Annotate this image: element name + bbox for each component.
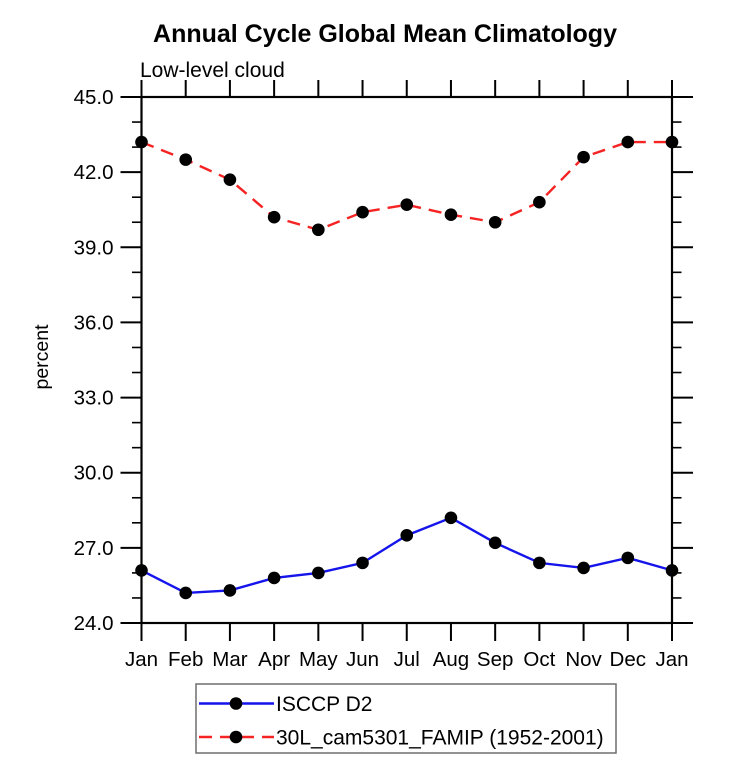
data-point-isccp-d2	[356, 556, 369, 570]
data-point-30l-cam5301-famip-1952-2001	[488, 215, 502, 229]
data-point-30l-cam5301-famip-1952-2001	[179, 153, 193, 166]
x-axis-tick-label: Mar	[212, 648, 247, 671]
plot-frame	[140, 95, 674, 625]
x-axis-tick-label: Oct	[523, 648, 555, 671]
legend-marker-isccp-d2	[229, 697, 243, 710]
series-line-30l-cam5301-famip-1952-2001	[141, 140, 672, 232]
x-axis-tick-label: Jan	[125, 648, 158, 671]
x-axis-tick-label: Jul	[394, 648, 420, 671]
data-point-30l-cam5301-famip-1952-2001	[356, 205, 369, 219]
data-point-isccp-d2	[444, 511, 458, 525]
data-point-30l-cam5301-famip-1952-2001	[312, 223, 325, 237]
x-axis-tick-label: Nov	[565, 648, 602, 671]
data-point-30l-cam5301-famip-1952-2001	[665, 135, 679, 149]
legend-label-30l-cam5301-famip-1952-2001: 30L_cam5301_FAMIP (1952-2001)	[276, 727, 604, 750]
legend-marker-30l-cam5301-famip-1952-2001	[229, 730, 243, 744]
data-point-isccp-d2	[135, 564, 148, 577]
x-axis-tick-label: Jan	[655, 648, 688, 671]
data-point-isccp-d2	[533, 556, 546, 570]
x-axis-tick-label: Feb	[168, 648, 203, 671]
y-axis-tick-label: 36.0	[74, 311, 114, 334]
y-axis-tick-label: 30.0	[74, 462, 114, 485]
legend-box	[195, 683, 617, 754]
data-point-30l-cam5301-famip-1952-2001	[621, 135, 635, 149]
data-point-isccp-d2	[621, 551, 635, 565]
data-point-isccp-d2	[267, 571, 281, 585]
chart-title: Annual Cycle Global Mean Climatology	[153, 20, 617, 48]
data-point-isccp-d2	[488, 536, 502, 550]
data-point-30l-cam5301-famip-1952-2001	[267, 210, 281, 224]
data-point-30l-cam5301-famip-1952-2001	[444, 208, 458, 222]
chart-subtitle: Low-level cloud	[140, 59, 285, 82]
y-axis-tick-label: 27.0	[74, 537, 114, 560]
data-point-isccp-d2	[400, 529, 414, 542]
data-point-30l-cam5301-famip-1952-2001	[533, 195, 546, 209]
data-point-30l-cam5301-famip-1952-2001	[400, 198, 414, 212]
x-axis-tick-label: Dec	[610, 648, 646, 671]
legend-label-isccp-d2: ISCCP D2	[276, 693, 372, 716]
x-axis-tick-label: Aug	[433, 648, 469, 671]
y-axis-tick-label: 42.0	[74, 161, 114, 184]
y-axis-tick-label: 24.0	[74, 612, 114, 635]
data-point-isccp-d2	[665, 564, 679, 577]
data-point-isccp-d2	[577, 561, 590, 575]
data-point-isccp-d2	[312, 566, 325, 580]
data-point-isccp-d2	[223, 584, 237, 597]
data-point-30l-cam5301-famip-1952-2001	[577, 150, 590, 164]
y-axis-tick-label: 39.0	[74, 236, 114, 259]
data-point-30l-cam5301-famip-1952-2001	[135, 135, 148, 149]
x-axis-tick-label: May	[299, 648, 338, 671]
x-axis-tick-label: Apr	[258, 648, 290, 671]
data-point-30l-cam5301-famip-1952-2001	[223, 173, 237, 186]
y-axis-tick-label: 45.0	[74, 86, 114, 109]
x-axis-tick-label: Jun	[346, 648, 379, 671]
data-point-isccp-d2	[179, 586, 193, 600]
y-axis-title: percent	[31, 324, 53, 390]
x-axis-tick-label: Sep	[477, 648, 513, 671]
y-axis-tick-label: 33.0	[74, 387, 114, 410]
